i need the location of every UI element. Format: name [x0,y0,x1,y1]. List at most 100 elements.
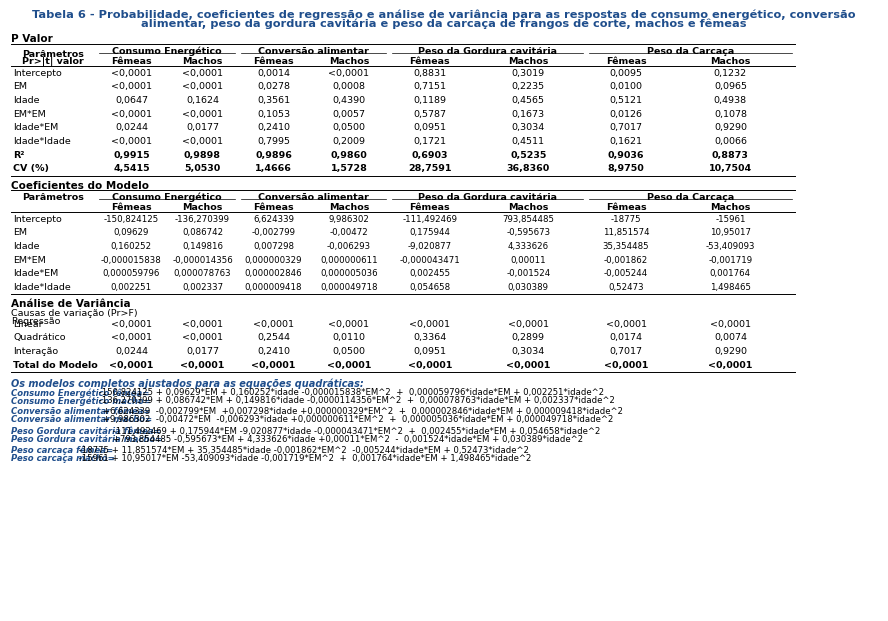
Text: 36,8360: 36,8360 [507,165,550,173]
Text: 0,2235: 0,2235 [511,83,545,91]
Text: -15961 + 10,95017*EM -53,409093*idade -0,001719*EM^2  +  0,001764*idade*EM + 1,4: -15961 + 10,95017*EM -53,409093*idade -0… [75,454,531,463]
Text: Idade*EM: Idade*EM [13,270,59,278]
Text: Fêmeas: Fêmeas [111,203,152,212]
Text: <0,0001: <0,0001 [111,137,152,146]
Text: 0,8873: 0,8873 [712,151,749,160]
Text: 0,054658: 0,054658 [409,283,450,292]
Text: Peso da Gordura cavitária: Peso da Gordura cavitária [418,47,557,55]
Text: <0,0001: <0,0001 [709,361,752,369]
Text: EM*EM: EM*EM [13,110,46,119]
Text: Regressão: Regressão [11,317,60,326]
Text: 0,0177: 0,0177 [186,124,219,132]
Text: <0,0001: <0,0001 [182,83,223,91]
Text: 0,001764: 0,001764 [710,270,751,278]
Text: -0,001524: -0,001524 [506,270,551,278]
Text: 10,7504: 10,7504 [709,165,752,173]
Text: 0,1053: 0,1053 [257,110,290,119]
Text: <0,0001: <0,0001 [111,333,152,342]
Text: <0,0001: <0,0001 [111,110,152,119]
Text: 0,0647: 0,0647 [115,96,148,105]
Text: 0,1721: 0,1721 [413,137,447,146]
Text: Fêmeas: Fêmeas [606,57,646,66]
Text: 0,086742: 0,086742 [182,229,223,237]
Text: <0,0001: <0,0001 [111,320,152,329]
Text: 0,0126: 0,0126 [609,110,643,119]
Text: <0,0001: <0,0001 [604,361,648,369]
Text: -0,001862: -0,001862 [604,256,648,265]
Text: Os modelos completos ajustados para as equações quadráticas:: Os modelos completos ajustados para as e… [11,378,363,389]
Text: -0,000015838: -0,000015838 [101,256,162,265]
Text: 0,7017: 0,7017 [609,124,643,132]
Text: <0,0001: <0,0001 [253,320,294,329]
Text: 0,002337: 0,002337 [182,283,223,292]
Text: 0,0110: 0,0110 [332,333,366,342]
Text: 0,0008: 0,0008 [332,83,366,91]
Text: 0,3561: 0,3561 [257,96,290,105]
Text: Peso da Carcaça: Peso da Carcaça [646,47,734,55]
Text: 0,3034: 0,3034 [511,124,545,132]
Text: -15961: -15961 [715,215,746,224]
Text: 0,9896: 0,9896 [255,151,292,160]
Text: 0,2899: 0,2899 [511,333,545,342]
Text: Causas de variação (Pr>F): Causas de variação (Pr>F) [11,309,138,317]
Text: 0,0074: 0,0074 [714,333,747,342]
Text: Fêmeas: Fêmeas [253,57,294,66]
Text: 0,1621: 0,1621 [609,137,643,146]
Text: 0,2410: 0,2410 [257,124,290,132]
Text: Fêmeas: Fêmeas [409,57,450,66]
Text: -0,595673: -0,595673 [506,229,551,237]
Text: 0,000009418: 0,000009418 [245,283,302,292]
Text: 0,1189: 0,1189 [413,96,447,105]
Text: Machos: Machos [329,57,369,66]
Text: Machos: Machos [329,203,369,212]
Text: 0,000049718: 0,000049718 [321,283,377,292]
Text: Machos: Machos [182,203,223,212]
Text: 0,9290: 0,9290 [714,124,747,132]
Text: 0,9860: 0,9860 [330,151,368,160]
Text: 0,5235: 0,5235 [511,151,546,160]
Text: <0,0001: <0,0001 [508,320,549,329]
Text: Quadrático: Quadrático [13,333,66,342]
Text: 0,0174: 0,0174 [609,333,643,342]
Text: Intercepto: Intercepto [13,69,62,78]
Text: 0,0951: 0,0951 [413,124,447,132]
Text: Peso da Carcaça: Peso da Carcaça [646,193,734,201]
Text: -0,00472: -0,00472 [329,229,369,237]
Text: 0,7151: 0,7151 [413,83,447,91]
Text: Fêmeas: Fêmeas [409,203,450,212]
Text: -0,000043471: -0,000043471 [400,256,460,265]
Text: 0,007298: 0,007298 [253,242,294,251]
Text: Peso carcaça fêmea=: Peso carcaça fêmea= [11,446,113,455]
Text: 0,175944: 0,175944 [409,229,450,237]
Text: 0,52473: 0,52473 [608,283,644,292]
Text: 0,4390: 0,4390 [332,96,366,105]
Text: 0,000059796: 0,000059796 [103,270,160,278]
Text: Conversão alimentar: Conversão alimentar [258,193,369,201]
Text: 0,0965: 0,0965 [714,83,747,91]
Text: 0,2410: 0,2410 [257,347,290,356]
Text: Machos: Machos [508,57,549,66]
Text: -0,006293: -0,006293 [327,242,371,251]
Text: 0,000005036: 0,000005036 [321,270,377,278]
Text: 8,9750: 8,9750 [607,165,645,173]
Text: -136,270399: -136,270399 [175,215,230,224]
Text: <0,0001: <0,0001 [251,361,296,369]
Text: Total do Modelo: Total do Modelo [13,361,98,369]
Text: 0,000078763: 0,000078763 [174,270,231,278]
Text: Pr>|t| valor: Pr>|t| valor [22,57,84,66]
Text: 0,1232: 0,1232 [714,69,747,78]
Text: 0,6903: 0,6903 [411,151,448,160]
Text: -0,000014356: -0,000014356 [172,256,233,265]
Text: -9,020877: -9,020877 [408,242,452,251]
Text: -18775 + 11,851574*EM + 35,354485*idade -0,001862*EM^2  -0,005244*idade*EM + 0,5: -18775 + 11,851574*EM + 35,354485*idade … [75,446,528,455]
Text: Fêmeas: Fêmeas [111,57,152,66]
Text: -136,270399 + 0,086742*EM + 0,149816*idade -0,0000114356*EM^2  +  0,000078763*id: -136,270399 + 0,086742*EM + 0,149816*ida… [96,396,615,405]
Text: Conversão alimentar fêmea=: Conversão alimentar fêmea= [11,407,150,416]
Text: <0,0001: <0,0001 [329,320,369,329]
Text: 0,000000329: 0,000000329 [245,256,302,265]
Text: alimentar, peso da gordura cavitária e peso da carcaça de frangos de corte, mach: alimentar, peso da gordura cavitária e p… [141,19,747,29]
Text: Peso da Gordura cavitária: Peso da Gordura cavitária [418,193,557,201]
Text: 0,3364: 0,3364 [413,333,447,342]
Text: -111,492469: -111,492469 [402,215,457,224]
Text: <0,0001: <0,0001 [327,361,371,369]
